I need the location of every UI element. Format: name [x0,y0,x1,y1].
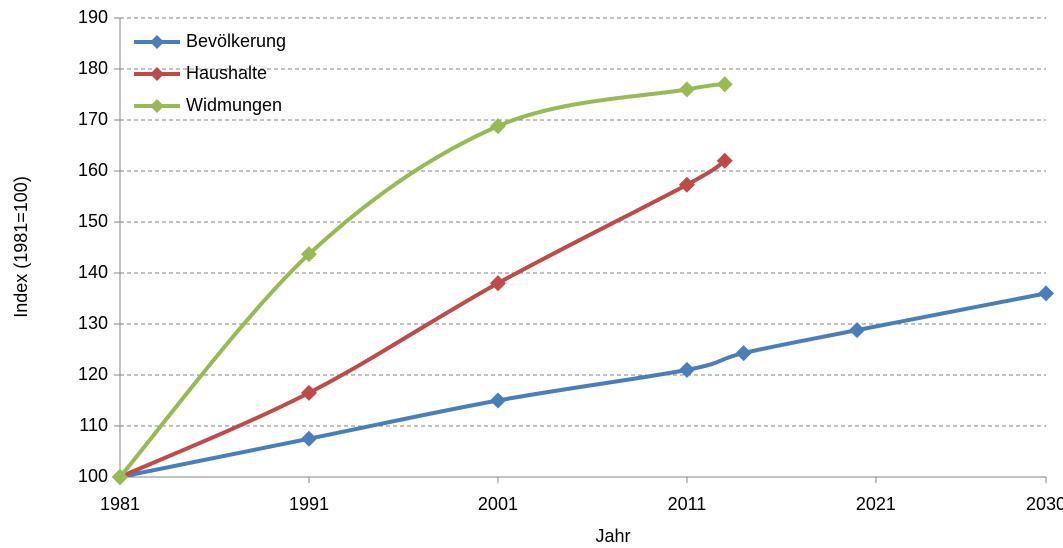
y-tick-label: 100 [78,466,108,486]
x-tick-label: 2001 [478,494,518,514]
legend-label: Haushalte [186,63,267,83]
line [119,291,1047,479]
marker [716,76,733,93]
marker [735,345,752,362]
marker [1038,285,1054,302]
marker [678,81,695,98]
line [118,82,726,479]
marker [300,384,317,401]
marker [112,469,128,485]
y-tick-label: 140 [78,262,108,282]
y-tick-label: 130 [78,313,108,333]
y-tick-label: 190 [78,7,108,27]
y-tick-label: 120 [78,364,108,384]
x-tick-label: 2030 [1026,494,1063,514]
legend-label: Widmungen [186,95,282,115]
y-tick-label: 150 [78,211,108,231]
y-tick-label: 110 [79,415,108,435]
legend-marker [150,99,164,113]
marker [300,246,317,263]
x-tick-label: 2011 [668,494,707,514]
y-axis-label: Index (1981=100) [11,176,31,318]
marker [678,361,695,378]
y-tick-label: 180 [78,58,108,78]
x-tick-label: 1991 [289,494,329,514]
line [119,159,726,479]
legend-label: Bevölkerung [186,31,286,51]
legend-marker [150,67,164,81]
marker [300,430,317,447]
y-tick-label: 160 [78,160,108,180]
legend-marker [150,35,164,49]
marker [489,118,506,135]
x-axis-label: Jahr [595,526,630,546]
x-tick-label: 2021 [856,494,896,514]
marker [489,392,506,409]
marker [678,176,695,193]
y-tick-label: 170 [78,109,108,129]
marker [489,275,506,292]
x-tick-label: 1981 [100,494,140,514]
marker [849,322,866,339]
marker [716,152,733,169]
